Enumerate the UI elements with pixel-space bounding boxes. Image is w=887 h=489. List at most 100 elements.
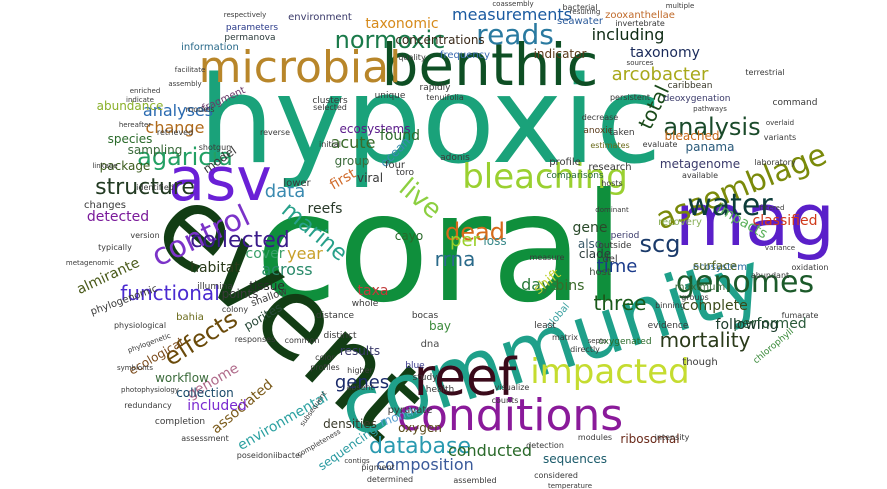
word-hereafter: hereafter [119, 121, 151, 129]
word-redundancy: redundancy [124, 401, 172, 410]
word-ecosystem: ecosystem [693, 262, 747, 273]
word-anoxic: anoxic [583, 126, 612, 136]
word-frequency: frequency [440, 50, 490, 61]
word-bleaching: bleaching [462, 157, 628, 197]
word-tenuifolia: tenuifolia [426, 93, 464, 102]
word-comparisons: comparisons [546, 171, 604, 181]
word-visualize: visualize [495, 383, 530, 392]
word-del: del [602, 254, 617, 265]
word-assembled: assembled [453, 476, 496, 485]
word-pigment: pigment [361, 463, 394, 472]
word-assessment: assessment [181, 434, 228, 443]
word-results: results [340, 344, 380, 358]
word-bay: bay [429, 319, 451, 333]
word-bleached: bleached [665, 129, 720, 143]
word-pathways: pathways [693, 105, 727, 113]
word-found: found [380, 128, 420, 144]
word-sources: sources [627, 59, 654, 67]
word-water: water [687, 188, 773, 223]
word-measure: measure [530, 253, 565, 262]
word-sampling: sampling [128, 143, 183, 157]
word-classified: classified [753, 213, 818, 229]
word-information: information [181, 42, 239, 53]
word-resulting: resulting [570, 8, 601, 16]
word-outside: outside [598, 241, 632, 251]
word-four: four [385, 160, 406, 171]
word-coral: coral [255, 162, 625, 336]
word-metagenome: metagenome [660, 157, 740, 171]
word-host: host [589, 267, 611, 278]
word-following: following [716, 317, 779, 333]
word-points: points [222, 287, 259, 301]
word-matrix: matrix [552, 333, 578, 342]
word-filtered: filtered [760, 204, 785, 212]
word-indicator: indicator [534, 47, 587, 61]
word-distinct: distinct [323, 331, 357, 341]
word-taxa: taxa [358, 283, 389, 299]
word-database: database [369, 434, 471, 459]
word-respectively: respectively [224, 11, 267, 19]
word-bahia: bahia [176, 312, 204, 323]
word-reads: reads [476, 18, 554, 51]
word-health: health [426, 385, 455, 395]
word-modules: modules [578, 433, 612, 442]
word-selected: selected [313, 103, 347, 112]
word-habitat: habitat [190, 260, 240, 276]
word-tissue: tissue [249, 279, 285, 293]
word-bacterial: bacterial [562, 3, 597, 12]
word-research: research [588, 162, 631, 173]
word-clusters: clusters [312, 96, 348, 106]
word-surface: surface [693, 259, 737, 273]
word-fumarate: fumarate [782, 311, 819, 320]
word-determined: determined [367, 475, 413, 484]
word-package: package [100, 159, 151, 173]
word-study: study [413, 373, 439, 383]
word-overlaid: overlaid [766, 119, 794, 127]
word-period: period [611, 231, 640, 241]
word-version: version [130, 231, 159, 240]
word-caribbean: caribbean [668, 81, 713, 91]
word-typically: typically [98, 243, 132, 252]
word-mag: mag [675, 178, 835, 262]
word-collection: collection [176, 386, 234, 400]
word-absent: absent [346, 383, 373, 392]
word-lower: lower [283, 178, 311, 189]
word-recovery: recovery [658, 217, 702, 228]
word-profile: profile [549, 157, 581, 168]
word-year: year [287, 244, 323, 263]
word-groups: groups [681, 293, 708, 302]
word-whole: whole [352, 299, 379, 309]
word-dominant: dominant [595, 206, 629, 214]
word-laboratory: laboratory [754, 158, 796, 167]
word-genes: genes [335, 372, 389, 393]
word-composition: composition [376, 455, 474, 474]
word-taken: taken [609, 128, 634, 138]
word-densities: densities [323, 417, 377, 431]
word-clade: clade [579, 247, 611, 261]
word-higher: higher [347, 366, 373, 375]
word-mortality: mortality [660, 328, 751, 352]
word-rrna: rrna [435, 247, 476, 271]
word-hypoxic: hypoxic [198, 52, 661, 191]
word-reefs: reefs [308, 201, 343, 217]
word-evaluate: evaluate [643, 140, 678, 149]
word-retrieved: retrieved [157, 128, 193, 137]
word-identified: identified [136, 183, 174, 192]
word-hosts: hosts [601, 179, 622, 188]
word-pyruvate: pyruvate [388, 405, 433, 416]
word-maximum: maximum [675, 282, 725, 293]
word-variants: variants [764, 133, 796, 142]
word-counts: counts [492, 396, 519, 405]
word-shotgun: shotgun [199, 143, 232, 152]
word-photophysiology: photophysiology [121, 386, 179, 394]
word-acute: acute [331, 133, 376, 152]
word-detected: detected [87, 209, 149, 225]
word-completion: completion [155, 417, 205, 427]
word-least: least [534, 321, 556, 331]
word-gene: gene [573, 220, 608, 236]
word-three: three [594, 291, 647, 315]
word-directly: directly [570, 345, 600, 354]
word-bins: bins [556, 278, 585, 294]
word-permanova: permanova [224, 33, 275, 43]
